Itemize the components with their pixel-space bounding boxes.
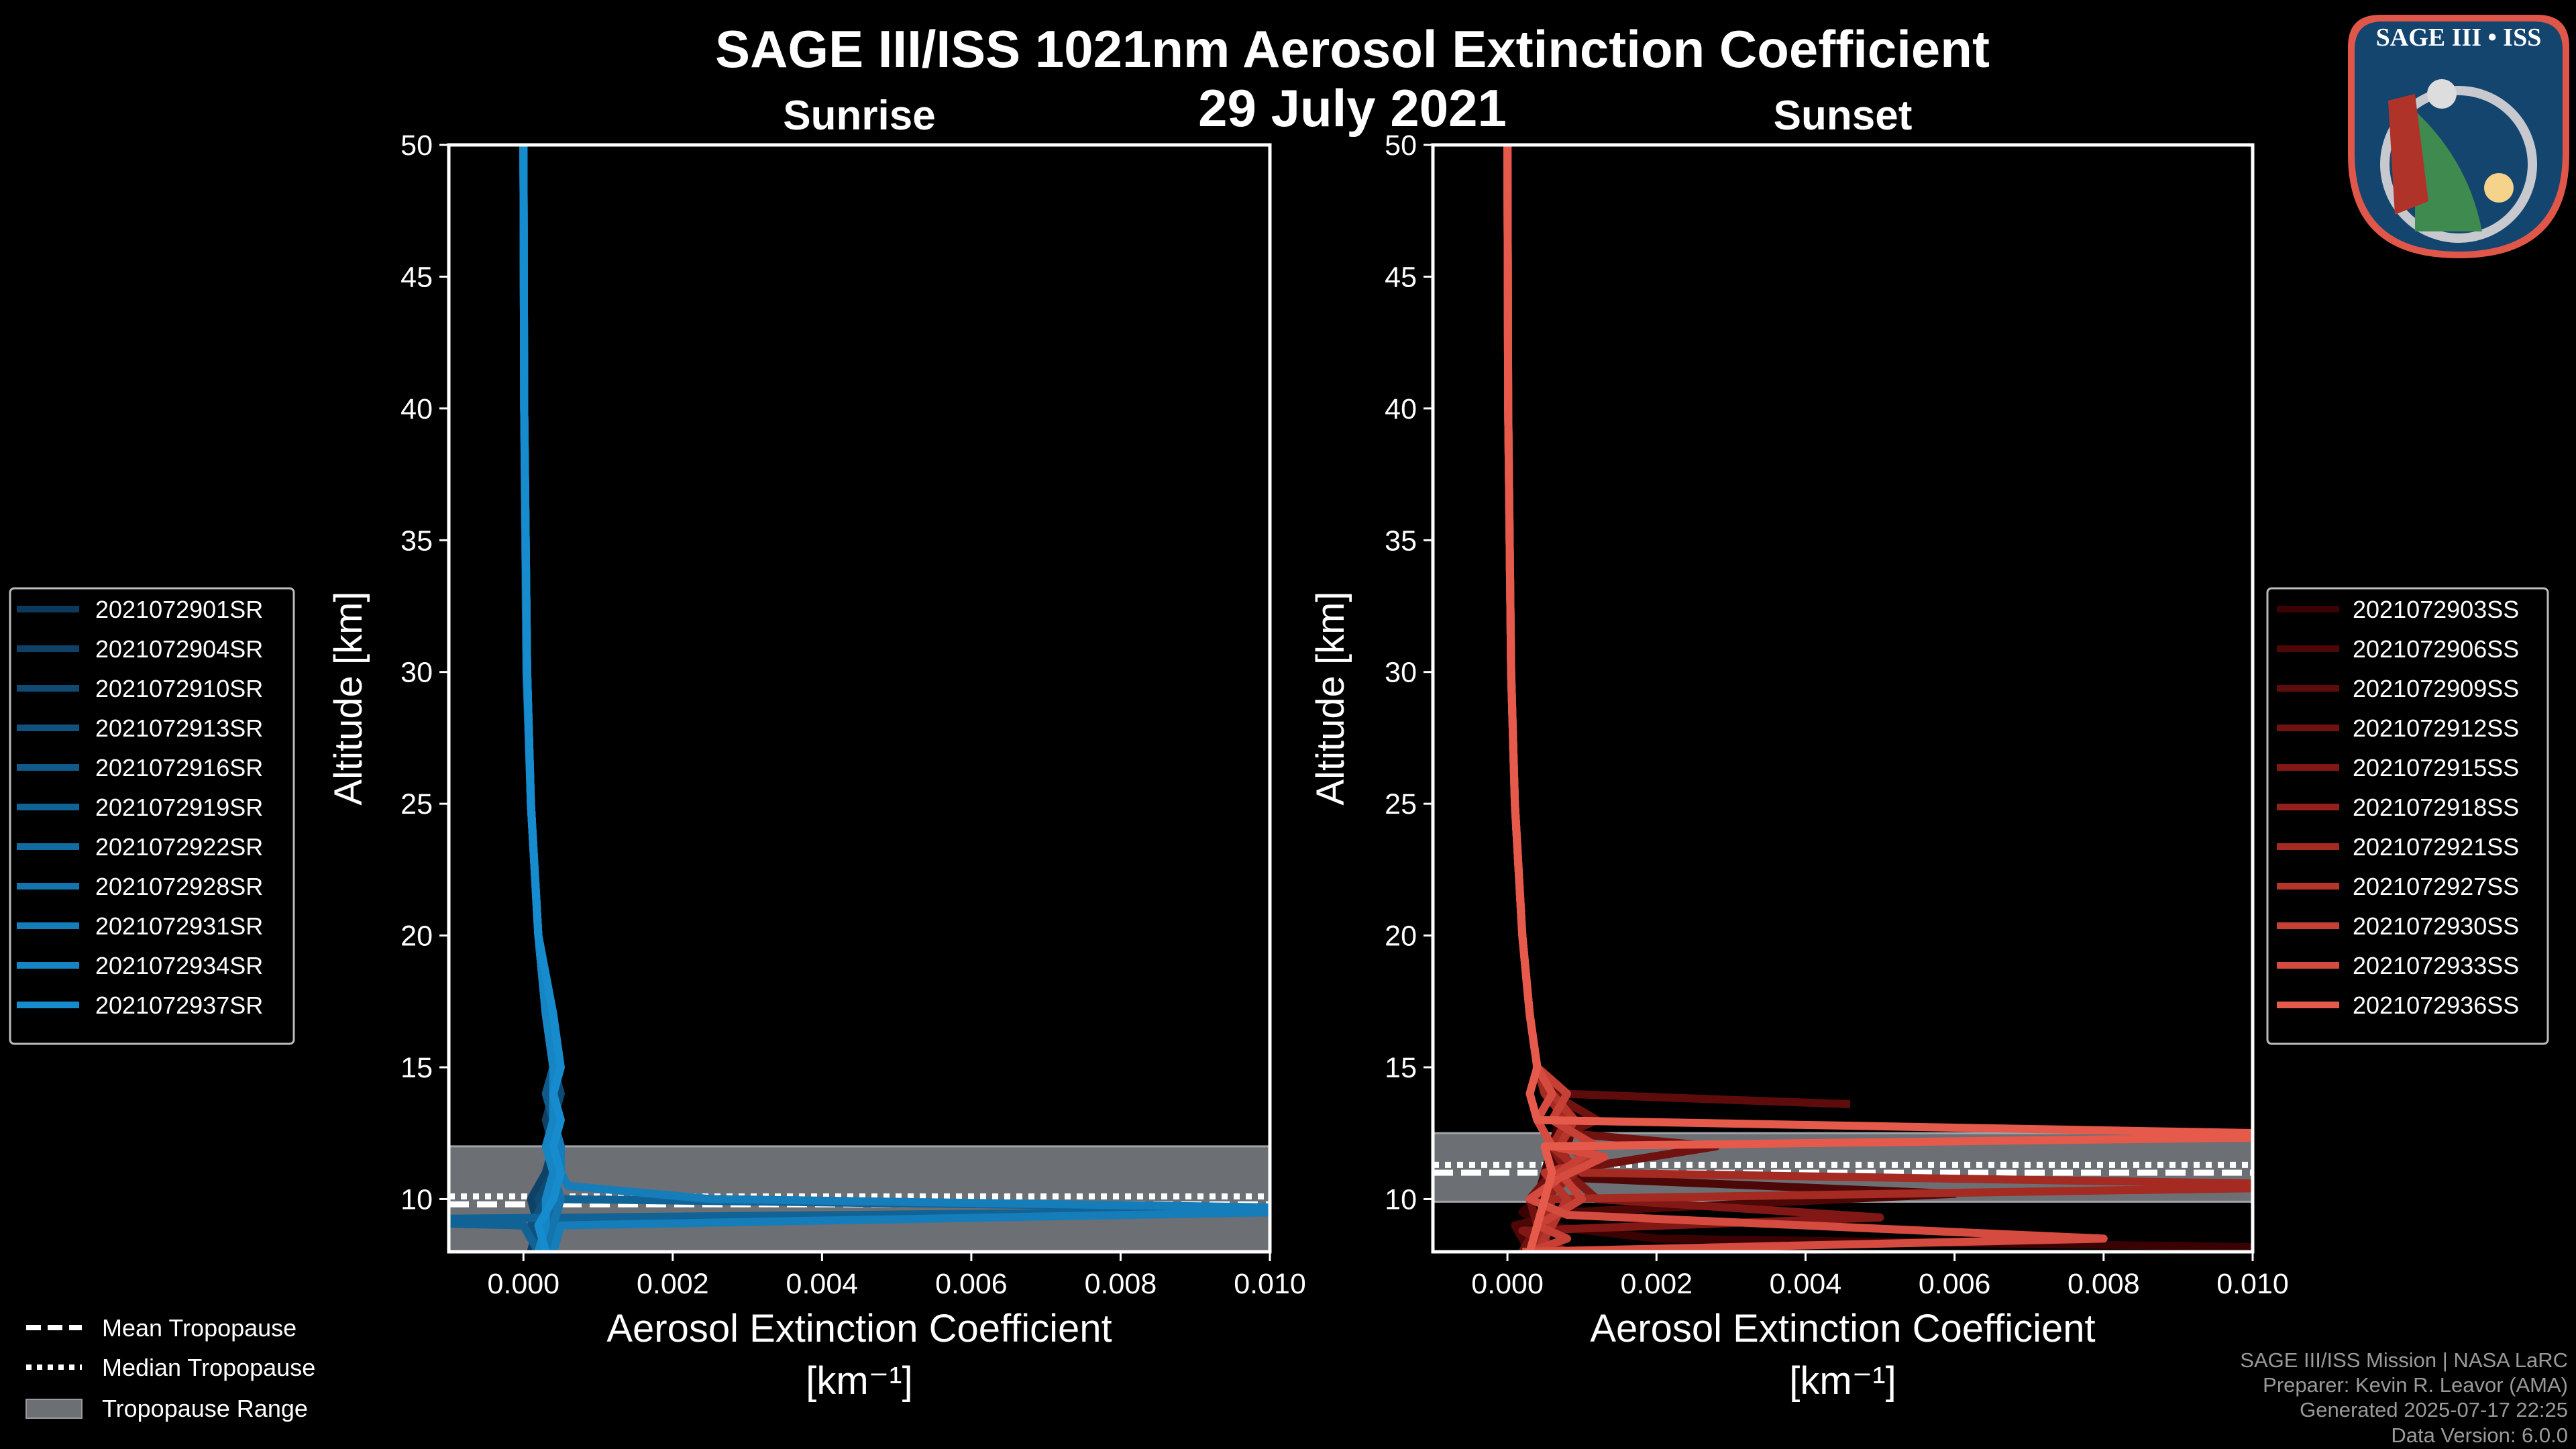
y-tick-label: 30 — [1385, 657, 1417, 689]
y-tick-label: 50 — [1385, 129, 1417, 162]
panel-title: Sunset — [1774, 93, 1913, 139]
legend-label: 2021072931SR — [95, 912, 263, 940]
y-tick-label: 45 — [400, 261, 433, 293]
x-tick-label: 0.010 — [1234, 1268, 1306, 1300]
figure-title: SAGE III/ISS 1021nm Aerosol Extinction C… — [715, 19, 1990, 78]
legend-label: 2021072913SR — [95, 714, 263, 742]
x-tick-label: 0.008 — [2068, 1268, 2140, 1300]
legend-label: 2021072909SS — [2353, 675, 2519, 702]
x-tick-label: 0.002 — [637, 1268, 709, 1300]
legend-label: 2021072930SS — [2353, 912, 2519, 940]
y-tick-label: 35 — [400, 525, 433, 557]
x-axis-label: Aerosol Extinction Coefficient — [606, 1307, 1112, 1350]
legend-label: 2021072916SR — [95, 754, 263, 782]
legend-label: 2021072928SR — [95, 873, 263, 900]
x-tick-label: 0.006 — [935, 1268, 1008, 1300]
x-axis-label: Aerosol Extinction Coefficient — [1590, 1307, 2095, 1350]
tropopause-range-swatch — [25, 1399, 83, 1419]
legend-label: 2021072918SS — [2353, 794, 2519, 821]
plot-area — [449, 145, 1270, 1252]
median-tropopause-label: Median Tropopause — [102, 1354, 315, 1381]
legend-label: 2021072903SS — [2353, 596, 2519, 623]
y-tick-label: 45 — [1385, 261, 1417, 293]
y-tick-label: 30 — [400, 657, 433, 689]
legend-label: 2021072921SS — [2353, 833, 2519, 861]
legend-label: 2021072927SS — [2353, 873, 2519, 900]
y-tick-label: 10 — [400, 1183, 433, 1216]
y-tick-label: 20 — [1385, 920, 1417, 953]
footer-data-version: Data Version: 6.0.0 — [2391, 1424, 2568, 1447]
legend-label: 2021072919SR — [95, 794, 263, 821]
x-tick-label: 0.010 — [2216, 1268, 2289, 1300]
footer-credits: SAGE III/ISS Mission | NASA LaRC Prepare… — [2240, 1348, 2568, 1447]
y-tick-label: 15 — [400, 1052, 433, 1084]
footer-mission: SAGE III/ISS Mission | NASA LaRC — [2240, 1348, 2568, 1372]
x-axis-units: [km⁻¹] — [806, 1359, 912, 1403]
x-tick-label: 0.000 — [487, 1268, 559, 1300]
legend-label: 2021072934SR — [95, 952, 263, 979]
footer-preparer: Preparer: Kevin R. Leavor (AMA) — [2263, 1373, 2568, 1397]
y-tick-label: 35 — [1385, 525, 1417, 557]
series-legend: 2021072901SR 2021072904SR 2021072910SR 2021… — [9, 587, 295, 1045]
panel-title: Sunrise — [783, 93, 935, 139]
logo-text: SAGE III • ISS — [2376, 23, 2542, 52]
legend-label: 2021072922SR — [95, 833, 263, 861]
profile-line-2021072936SS — [1503, 145, 2253, 1252]
y-tick-label: 50 — [400, 129, 433, 162]
mean-tropopause-label: Mean Tropopause — [102, 1314, 297, 1342]
y-tick-label: 15 — [1385, 1052, 1417, 1084]
x-axis-units: [km⁻¹] — [1789, 1359, 1896, 1403]
y-tick-label: 40 — [1385, 393, 1417, 425]
tropopause-range-label: Tropopause Range — [102, 1395, 308, 1422]
legend-label: 2021072915SS — [2353, 754, 2519, 782]
y-tick-label: 20 — [400, 920, 433, 953]
y-axis-label: Altitude [km] — [1309, 591, 1352, 805]
legend-label: 2021072901SR — [95, 596, 263, 623]
y-tick-label: 40 — [400, 393, 433, 425]
tropopause-legend: Mean Tropopause Median Tropopause Tropop… — [25, 1314, 315, 1422]
legend-label: 2021072912SS — [2353, 714, 2519, 742]
legend-label: 2021072933SS — [2353, 952, 2519, 979]
series-legend: 2021072903SS 2021072906SS 2021072909SS 2021… — [2266, 587, 2549, 1045]
legend-label: 2021072906SS — [2353, 635, 2519, 663]
sunrise-panel: 0.000 0.002 0.004 0.006 0.008 0.010 10 15 20 25 30… — [9, 93, 1306, 1403]
sage-iii-iss-logo: SAGE III • ISS — [2348, 15, 2569, 258]
profile-line-2021072937SR — [519, 145, 565, 1252]
axes-frame — [1431, 143, 2255, 1254]
legend-label: 2021072937SR — [95, 991, 263, 1019]
sunset-panel: 0.000 0.002 0.004 0.006 0.008 0.010 10 15 20 25 30… — [1309, 93, 2549, 1403]
x-tick-label: 0.002 — [1620, 1268, 1693, 1300]
x-tick-label: 0.000 — [1471, 1268, 1544, 1300]
x-tick-label: 0.006 — [1919, 1268, 1991, 1300]
y-tick-label: 25 — [400, 788, 433, 820]
y-tick-label: 10 — [1385, 1183, 1417, 1216]
x-tick-label: 0.004 — [786, 1268, 859, 1300]
legend-label: 2021072904SR — [95, 635, 263, 663]
figure-date: 29 July 2021 — [1198, 78, 1507, 138]
axes-frame — [447, 143, 1272, 1254]
legend-label: 2021072910SR — [95, 675, 263, 702]
legend-label: 2021072936SS — [2353, 991, 2519, 1019]
x-tick-label: 0.008 — [1085, 1268, 1157, 1300]
plot-area — [1433, 145, 2253, 1252]
y-axis-label: Altitude [km] — [327, 591, 370, 805]
y-tick-label: 25 — [1385, 788, 1417, 820]
x-tick-label: 0.004 — [1770, 1268, 1842, 1300]
footer-generated: Generated 2025-07-17 22:25 — [2300, 1398, 2568, 1421]
